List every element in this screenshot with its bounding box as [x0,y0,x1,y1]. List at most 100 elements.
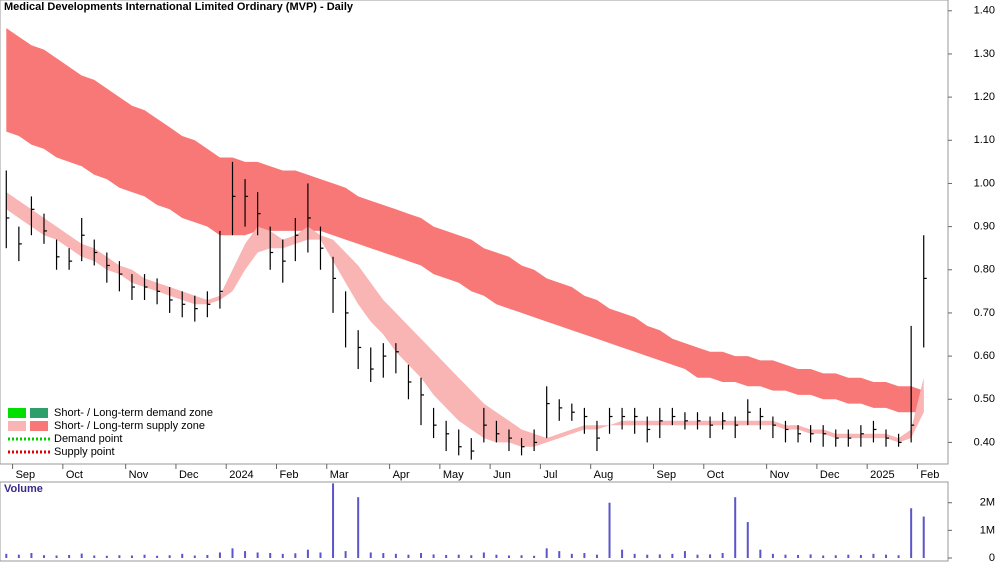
legend-label: Demand point [54,433,123,445]
volume-bar [885,554,888,558]
volume-bar [281,553,284,558]
x-tick-label: Nov [129,469,149,481]
x-tick-label: Jul [543,469,557,481]
volume-bar [482,552,485,558]
volume-bar [143,554,146,558]
volume-bar [595,554,598,558]
volume-bar [533,555,536,558]
volume-bar [231,548,234,558]
x-tick-label: Aug [594,469,614,481]
plot-layer: 0.40 0.50 0.60 0.70 0.80 0.90 1.00 1.10 1.20 1.30… [5,5,995,562]
volume-bar [696,554,699,558]
volume-bar [583,553,586,558]
volume-bar [42,555,45,558]
x-tick-label: Feb [279,469,298,481]
volume-bar [369,552,372,558]
x-tick-label: 2024 [229,469,253,481]
volume-bar [746,522,749,558]
x-tick-label: Sep [657,469,677,481]
volume-bar [784,554,787,558]
volume-bar [244,551,247,558]
volume-bar [671,553,674,558]
volume-bar [507,555,510,558]
y-tick-label: 0.60 [974,350,995,362]
x-tick-label: Sep [16,469,36,481]
x-tick-label: Dec [179,469,199,481]
volume-bar [520,555,523,558]
volume-title: Volume [4,483,43,495]
volume-bar [709,554,712,558]
volume-bar [897,555,900,558]
legend-swatch [30,408,48,418]
volume-bar [834,555,837,558]
volume-bar [658,554,661,558]
chart-title: Medical Developments International Limit… [4,1,354,13]
volume-bar [407,554,410,558]
x-tick-label: Oct [707,469,724,481]
volume-bar [558,551,561,558]
volume-bar [93,555,96,558]
y-tick-label: 2M [980,497,995,509]
y-tick-label: 1M [980,524,995,536]
y-tick-label: 1.30 [974,48,995,60]
volume-bar [30,553,33,558]
x-tick-label: Jun [493,469,511,481]
volume-bar [759,549,762,558]
legend-label: Short- / Long-term supply zone [54,420,205,432]
y-tick-label: 0.50 [974,393,995,405]
x-tick-label: 2025 [870,469,894,481]
volume-bar [922,516,925,558]
volume-bar [847,554,850,558]
volume-bar [269,553,272,558]
y-tick-label: 0.80 [974,264,995,276]
zone-band [6,192,924,447]
volume-bar [470,555,473,558]
y-tick-label: 1.20 [974,91,995,103]
volume-bar [771,553,774,558]
zone-band [6,28,924,413]
legend-swatch [30,421,48,431]
volume-bar [646,554,649,558]
volume-bar [797,554,800,558]
volume-bar [809,554,812,558]
volume-bar [17,554,20,558]
volume-bar [80,553,83,558]
volume-bar [55,555,58,558]
x-tick-label: Mar [330,469,349,481]
legend-label: Short- / Long-term demand zone [54,407,213,419]
y-tick-label: 0.40 [974,436,995,448]
volume-bar [68,554,71,558]
volume-bar [570,553,573,558]
volume-bar [859,554,862,558]
volume-bar [332,483,335,558]
x-tick-label: Oct [66,469,83,481]
volume-bar [621,549,624,558]
volume-bar [683,551,686,558]
volume-bar [822,555,825,558]
x-tick-label: Dec [820,469,840,481]
volume-bar [382,553,385,558]
volume-bar [432,554,435,558]
volume-bar [495,554,498,558]
volume-bar [306,549,309,558]
volume-bar [130,555,133,558]
volume-bar [181,553,184,558]
volume-bar [734,497,737,558]
volume-panel [0,481,949,562]
volume-bar [608,502,611,558]
legend-label: Supply point [54,446,115,458]
volume-bar [357,497,360,558]
volume-bar [420,553,423,558]
y-tick-label: 0.90 [974,221,995,233]
volume-bar [633,553,636,558]
volume-bar [206,554,209,558]
volume-bar [218,552,221,558]
y-tick-label: 0 [989,552,995,562]
volume-bar [294,553,297,558]
legend-swatch [8,408,26,418]
volume-bar [319,552,322,558]
volume-bar [156,555,159,558]
volume-bar [193,555,196,558]
